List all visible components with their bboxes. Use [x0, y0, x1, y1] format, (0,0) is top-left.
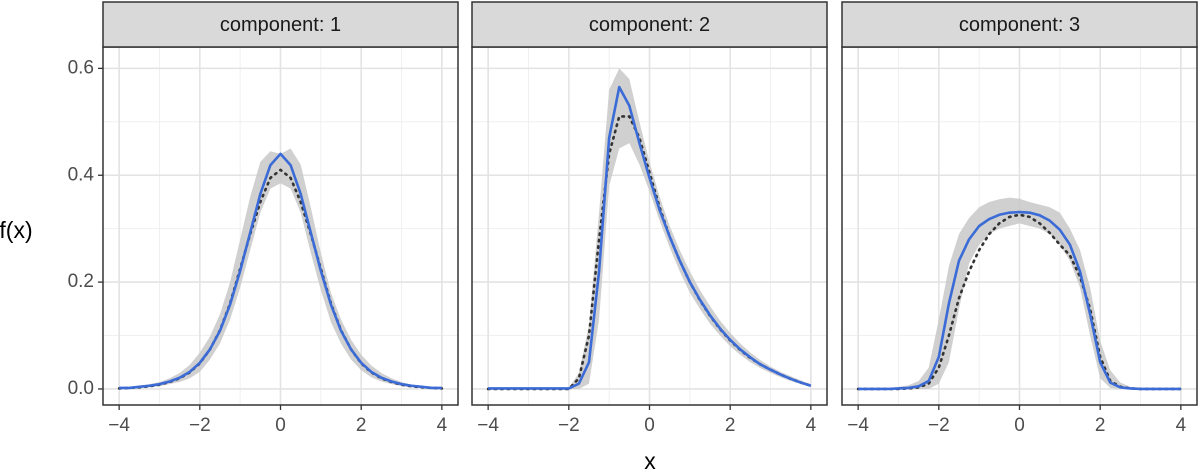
x-tick-label: 2: [1095, 415, 1106, 436]
x-tick-label: −4: [477, 415, 499, 436]
confidence-band: [858, 197, 1181, 389]
x-tick-label: −2: [558, 415, 580, 436]
strip-title: component: 3: [959, 14, 1080, 36]
x-tick-label: 4: [437, 415, 448, 436]
x-tick-label: 0: [1014, 415, 1025, 436]
estimated-density-line: [488, 85, 812, 390]
x-tick-label: −2: [189, 415, 211, 436]
strip: [471, 1, 828, 48]
x-tick-label: −4: [108, 415, 130, 436]
estimated-density-line: [858, 210, 1181, 391]
x-tick-label: 4: [806, 415, 817, 436]
x-tick-label: −4: [847, 415, 869, 436]
x-axis-title: x: [644, 448, 656, 474]
strip-title: component: 2: [589, 14, 710, 36]
x-tick-label: 0: [275, 415, 286, 436]
strip-title: component: 1: [220, 14, 341, 36]
y-tick-label: 0.0: [68, 378, 94, 399]
x-tick-label: 2: [356, 415, 367, 436]
y-tick-label: 0.6: [68, 57, 94, 78]
x-tick-label: 4: [1176, 415, 1187, 436]
y-axis-title: f(x): [0, 217, 33, 243]
estimated-density-line: [119, 152, 442, 390]
x-tick-label: 0: [644, 415, 655, 436]
x-tick-label: −2: [928, 415, 950, 436]
strip: [841, 1, 1198, 48]
y-tick-label: 0.4: [68, 164, 95, 185]
strip: [102, 1, 459, 48]
x-tick-label: 2: [725, 415, 736, 436]
y-tick-label: 0.2: [68, 271, 94, 292]
